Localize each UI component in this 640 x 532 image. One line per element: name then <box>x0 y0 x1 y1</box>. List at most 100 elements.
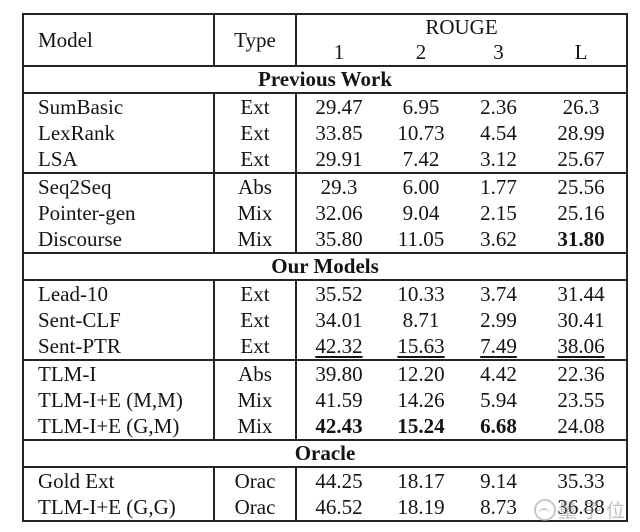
model-type: Orac <box>214 494 297 521</box>
rouge-2-value: 9.04 <box>402 201 440 225</box>
rouge-3-value: 2.36 <box>480 95 517 119</box>
model-type: Mix <box>214 413 297 440</box>
model-name: Sent-CLF <box>23 307 215 333</box>
rouge-1-value: 39.80 <box>296 359 381 387</box>
model-name: Gold Ext <box>23 467 215 494</box>
table-row: Seq2Seq Abs 29.3 6.00 1.77 25.56 <box>23 172 628 200</box>
table-row: Sent-CLF Ext 34.01 8.71 2.99 30.41 <box>23 307 627 333</box>
table-row: Sent-PTR Ext 42.32 15.63 7.49 38.06 <box>23 333 627 360</box>
rouge-l-value: 25.67 <box>557 147 605 171</box>
rouge-2-value: 18.17 <box>397 469 445 493</box>
rouge-3-value: 5.94 <box>480 388 517 412</box>
model-name: SumBasic <box>23 93 215 120</box>
rouge-2-value: 15.63 <box>397 334 445 358</box>
rouge-3-value: 3.12 <box>480 147 517 171</box>
rouge-3-value: 4.54 <box>480 121 517 145</box>
rouge-l-value: 36.88 <box>557 495 605 519</box>
rouge-1-value: 44.25 <box>315 469 363 493</box>
model-type: Ext <box>214 93 297 120</box>
header-row-sub: 1 2 3 L <box>23 39 627 66</box>
header-row-top: Model Type ROUGE <box>23 14 627 66</box>
model-name: Pointer-gen <box>23 200 215 226</box>
table-row: LSA Ext 29.91 7.42 3.12 25.67 <box>23 146 627 173</box>
model-name: Seq2Seq <box>23 172 215 200</box>
rouge-results-table: Model Type ROUGE 1 2 3 L Previous Work S… <box>22 13 629 522</box>
rouge-3-value: 3.62 <box>480 227 517 251</box>
model-name: Lead-10 <box>23 280 215 307</box>
rouge-l-value: 25.56 <box>536 172 628 200</box>
rouge-3-value: 1.77 <box>461 172 536 200</box>
section-title: Oracle <box>23 439 628 468</box>
model-type: Ext <box>214 120 297 146</box>
rouge-l-value: 23.55 <box>557 388 605 412</box>
rouge-2-value: 6.00 <box>381 172 461 200</box>
model-name: LexRank <box>23 120 215 146</box>
rouge-3-value: 7.49 <box>480 334 517 358</box>
table-row: Lead-10 Ext 35.52 10.33 3.74 31.44 <box>23 280 627 307</box>
rouge-3-value: 2.15 <box>480 201 517 225</box>
rouge-2-value: 8.71 <box>402 308 440 332</box>
rouge-3-value: 4.42 <box>461 359 536 387</box>
table-row: TLM-I+E (M,M) Mix 41.59 14.26 5.94 23.55 <box>23 387 627 413</box>
rouge-2-value: 10.73 <box>397 121 445 145</box>
rouge-l-value: 26.3 <box>562 95 600 119</box>
table-row: Discourse Mix 35.80 11.05 3.62 31.80 <box>23 226 627 253</box>
model-name: Sent-PTR <box>23 333 215 360</box>
section-title: Previous Work <box>23 65 628 94</box>
col-header-rouge-l: L <box>574 40 588 64</box>
rouge-3-value: 3.74 <box>480 282 517 306</box>
rouge-l-value: 31.80 <box>557 227 605 251</box>
table-row: SumBasic Ext 29.47 6.95 2.36 26.3 <box>23 93 627 120</box>
model-type: Mix <box>214 226 297 253</box>
model-type: Abs <box>214 359 297 387</box>
model-name: TLM-I+E (M,M) <box>23 387 215 413</box>
rouge-2-value: 7.42 <box>402 147 440 171</box>
rouge-2-value: 10.33 <box>397 282 445 306</box>
model-type: Mix <box>214 387 297 413</box>
table-row: TLM-I+E (G,M) Mix 42.43 15.24 6.68 24.08 <box>23 413 627 440</box>
table-row: Gold Ext Orac 44.25 18.17 9.14 35.33 <box>23 467 627 494</box>
rouge-3-value: 2.99 <box>480 308 517 332</box>
model-type: Mix <box>214 200 297 226</box>
col-header-model: Model <box>23 14 215 66</box>
rouge-1-value: 46.52 <box>315 495 363 519</box>
rouge-1-value: 33.85 <box>315 121 363 145</box>
model-name: TLM-I+E (G,M) <box>23 413 215 440</box>
table-row: TLM-I Abs 39.80 12.20 4.42 22.36 <box>23 359 628 387</box>
model-type: Orac <box>214 467 297 494</box>
section-title: Our Models <box>23 252 628 281</box>
col-header-rouge-1: 1 <box>333 40 345 64</box>
col-header-type: Type <box>214 14 297 66</box>
rouge-l-value: 31.44 <box>557 282 605 306</box>
model-type: Ext <box>214 333 297 360</box>
rouge-3-value: 9.14 <box>480 469 517 493</box>
model-name: TLM-I+E (G,G) <box>23 494 215 521</box>
rouge-l-value: 24.08 <box>557 414 605 438</box>
rouge-2-value: 6.95 <box>402 95 440 119</box>
rouge-2-value: 12.20 <box>381 359 461 387</box>
rouge-3-value: 8.73 <box>480 495 517 519</box>
rouge-1-value: 29.47 <box>315 95 363 119</box>
rouge-l-value: 28.99 <box>557 121 605 145</box>
model-name: LSA <box>23 146 215 173</box>
rouge-1-value: 29.91 <box>315 147 363 171</box>
rouge-1-value: 41.59 <box>315 388 363 412</box>
rouge-3-value: 6.68 <box>480 414 517 438</box>
rouge-1-value: 34.01 <box>315 308 363 332</box>
model-type: Ext <box>214 307 297 333</box>
rouge-1-value: 42.43 <box>315 414 363 438</box>
rouge-1-value: 42.32 <box>315 334 363 358</box>
section-header-previous-work: Previous Work <box>23 65 628 94</box>
model-name: TLM-I <box>23 359 215 387</box>
col-header-rouge: ROUGE <box>425 15 498 39</box>
section-header-our-models: Our Models <box>23 252 628 281</box>
col-header-rouge-2: 2 <box>415 40 427 64</box>
table-row: LexRank Ext 33.85 10.73 4.54 28.99 <box>23 120 627 146</box>
table-row: TLM-I+E (G,G) Orac 46.52 18.19 8.73 36.8… <box>23 494 627 521</box>
rouge-1-value: 35.80 <box>315 227 363 251</box>
rouge-l-value: 35.33 <box>557 469 605 493</box>
rouge-l-value: 38.06 <box>557 334 605 358</box>
rouge-l-value: 30.41 <box>557 308 605 332</box>
model-name: Discourse <box>23 226 215 253</box>
